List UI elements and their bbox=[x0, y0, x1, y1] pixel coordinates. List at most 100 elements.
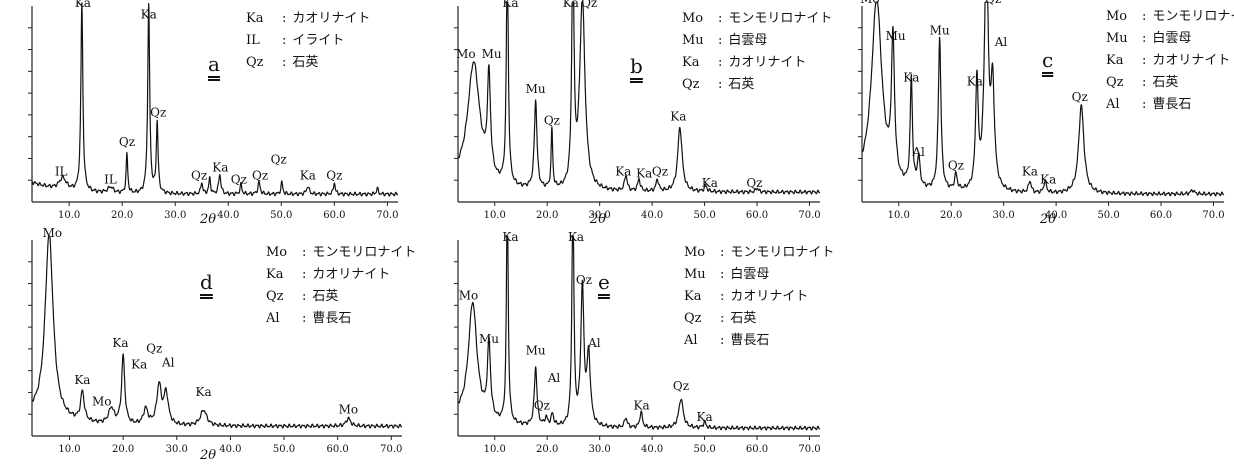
legend-name: 曹長石 bbox=[312, 311, 352, 326]
peak-label: Ka bbox=[75, 0, 91, 10]
legend-separator: : bbox=[718, 33, 723, 48]
peak-label: Ka bbox=[502, 230, 518, 244]
legend-name: カオリナイト bbox=[730, 289, 809, 304]
x-tick-label: 30.0 bbox=[166, 444, 188, 455]
legend-separator: : bbox=[718, 77, 723, 92]
peak-label: Qz bbox=[581, 0, 597, 10]
legend-separator: : bbox=[1142, 75, 1147, 90]
peak-label: Ka bbox=[1040, 172, 1056, 186]
x-tick-label: 10.0 bbox=[484, 210, 506, 221]
panel-b: 10.0 20.0 30.0 40.0 50.0 60.0 70.0 Mo Mu Ka Mu Qz Ka… bbox=[430, 0, 832, 227]
peak-label: Mo bbox=[43, 226, 63, 240]
legend-abbr: Mu bbox=[1106, 31, 1128, 46]
x-tick-label: 10.0 bbox=[58, 210, 80, 221]
x-axis-title: 2θ bbox=[1040, 212, 1057, 227]
panel-e: 10.0 20.0 30.0 40.0 50.0 60.0 70.0 Mo Mu Ka Mu Qz Al… bbox=[430, 230, 834, 464]
peak-label: Ka bbox=[568, 230, 584, 244]
panel-label: a bbox=[208, 52, 220, 76]
legend-entry: Qz: 石英 bbox=[682, 74, 832, 96]
peak-label: Qz bbox=[534, 398, 550, 412]
legend-name: 石英 bbox=[728, 77, 755, 92]
legend-entry: Al: 曹長石 bbox=[1106, 94, 1234, 116]
x-tick-label: 50.0 bbox=[1097, 210, 1119, 221]
x-tick-label: 50.0 bbox=[273, 444, 295, 455]
legend-abbr: Qz bbox=[266, 289, 284, 304]
x-tick-label: 70.0 bbox=[380, 444, 402, 455]
legend: Mo: モンモリロナイト Mu: 白雲母 Ka: カオリナイト Qz: 石英 Al: 曹長石 bbox=[684, 242, 834, 352]
x-axis-title: 2θ bbox=[200, 448, 217, 463]
x-tick-label: 20.0 bbox=[111, 210, 133, 221]
xrd-plot-d: 10.0 20.0 30.0 40.0 50.0 60.0 70.0MoKaMoKaKaQz… bbox=[28, 226, 403, 455]
peak-label: Qz bbox=[746, 176, 762, 190]
legend-name: 曹長石 bbox=[1152, 97, 1192, 112]
legend-name: モンモリロナイト bbox=[730, 245, 835, 260]
peak-label: Mo bbox=[339, 402, 359, 416]
peak-label: Mo bbox=[92, 395, 112, 409]
legend-name: 石英 bbox=[1152, 75, 1179, 90]
xrd-plot-c: 10.0 20.0 30.0 40.0 50.0 60.0 70.0 Mo Mu Ka Al Mu Qz… bbox=[858, 0, 1225, 221]
legend-separator: : bbox=[1142, 31, 1147, 46]
legend-abbr: Ka bbox=[682, 55, 700, 70]
x-tick-label: 60.0 bbox=[1150, 210, 1172, 221]
panel-d: 10.0 20.0 30.0 40.0 50.0 60.0 70.0 Mo Ka Mo Ka Ka Qz… bbox=[4, 226, 416, 464]
legend-entry: Mu: 白雲母 bbox=[682, 30, 832, 52]
legend-name: 白雲母 bbox=[1152, 31, 1192, 46]
peak-label: Ka bbox=[634, 398, 650, 412]
legend-entry: Ka: カオリナイト bbox=[246, 8, 370, 30]
legend-entry: Mo: モンモリロナイト bbox=[682, 8, 832, 30]
legend-name: 白雲母 bbox=[728, 33, 768, 48]
legend-entry: Ka: カオリナイト bbox=[1106, 50, 1234, 72]
peak-label: Ka bbox=[563, 0, 579, 10]
peak-label: Qz bbox=[673, 379, 689, 393]
legend-name: カオリナイト bbox=[1152, 53, 1231, 68]
legend-separator: : bbox=[720, 245, 725, 260]
legend: Mo: モンモリロナイト Mu: 白雲母 Ka: カオリナイト Qz: 石英 bbox=[682, 8, 832, 96]
x-tick-label: 70.0 bbox=[798, 210, 820, 221]
peak-label: Mu bbox=[479, 332, 499, 346]
xrd-pattern-line bbox=[31, 235, 403, 429]
x-tick-label: 60.0 bbox=[746, 444, 768, 455]
legend: Ka: カオリナイト IL: イライト Qz: 石英 bbox=[246, 8, 370, 74]
peak-label: Mo bbox=[456, 47, 476, 61]
panel-c: 10.0 20.0 30.0 40.0 50.0 60.0 70.0 Mo Mu Ka Al Mu Qz… bbox=[844, 0, 1234, 227]
legend-name: 石英 bbox=[292, 55, 319, 70]
legend-abbr: Ka bbox=[1106, 53, 1124, 68]
peak-label: Mu bbox=[526, 344, 546, 358]
legend-entry: Ka: カオリナイト bbox=[266, 264, 416, 286]
legend-separator: : bbox=[718, 11, 723, 26]
panel-label: e bbox=[598, 270, 610, 294]
peak-label: Qz bbox=[985, 0, 1001, 6]
peak-label: Ka bbox=[903, 70, 919, 84]
peak-label: Ka bbox=[112, 336, 128, 350]
legend-separator: : bbox=[720, 267, 725, 282]
peak-label: Ka bbox=[636, 166, 652, 180]
legend-entry: Al: 曹長石 bbox=[684, 330, 834, 352]
peak-label: Ka bbox=[196, 385, 212, 399]
peak-label: Al bbox=[911, 145, 925, 159]
legend-abbr: Mu bbox=[684, 267, 706, 282]
legend-separator: : bbox=[302, 267, 307, 282]
peak-label: Ka bbox=[702, 176, 718, 190]
peak-label: Qz bbox=[231, 172, 247, 186]
peak-label: Qz bbox=[150, 106, 166, 120]
x-tick-label: 70.0 bbox=[376, 210, 398, 221]
x-tick-label: 50.0 bbox=[693, 210, 715, 221]
legend: Mo: モンモリロナイト Ka: カオリナイト Qz: 石英 Al: 曹長石 bbox=[266, 242, 416, 330]
legend-separator: : bbox=[282, 55, 287, 70]
legend-separator: : bbox=[1142, 97, 1147, 112]
xrd-pattern-line bbox=[457, 235, 821, 431]
peak-label: Qz bbox=[1072, 90, 1088, 104]
xrd-pattern-line bbox=[31, 2, 399, 197]
peak-label: Qz bbox=[544, 114, 560, 128]
legend-separator: : bbox=[720, 333, 725, 348]
peak-label: Ka bbox=[1022, 164, 1038, 178]
legend-name: モンモリロナイト bbox=[1152, 9, 1234, 24]
xrd-pattern-line bbox=[861, 1, 1225, 197]
x-tick-label: 40.0 bbox=[641, 210, 663, 221]
peak-label: Ka bbox=[74, 373, 90, 387]
peak-label: Ka bbox=[212, 161, 228, 175]
legend-name: 曹長石 bbox=[730, 333, 770, 348]
legend-abbr: Mo bbox=[684, 245, 706, 260]
legend-name: 石英 bbox=[730, 311, 757, 326]
peak-label: Mu bbox=[482, 47, 502, 61]
